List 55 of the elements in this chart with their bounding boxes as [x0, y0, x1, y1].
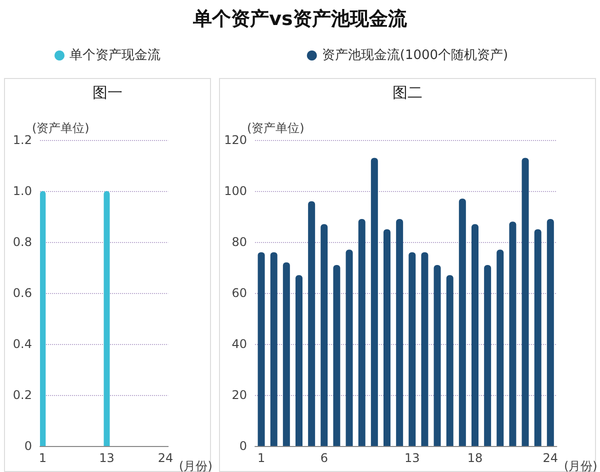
bar [408, 252, 416, 446]
bar [421, 252, 428, 446]
y-tick-label: 80 [232, 235, 247, 249]
y-tick-label: 0.2 [12, 388, 32, 402]
bar [458, 198, 466, 446]
chart-title: 图二 [392, 84, 422, 102]
x-axis-title: (月份) [179, 459, 212, 472]
bar [333, 264, 340, 446]
legend-label: 资产池现金流(1000个随机资产) [322, 47, 508, 63]
bar [534, 229, 542, 446]
bar [484, 264, 492, 446]
x-tick-label: 18 [467, 451, 483, 465]
y-axis-title: (资产单位) [32, 121, 90, 136]
y-tick-label: 20 [232, 388, 247, 402]
chart-title: 图一 [92, 84, 122, 102]
legend-label: 单个资产现金流 [70, 47, 160, 63]
y-tick-label: 40 [232, 337, 247, 351]
bar [396, 219, 404, 446]
x-tick-label: 24 [158, 451, 174, 465]
bar [320, 224, 328, 446]
x-tick-label: 1 [257, 451, 266, 465]
x-axis-title: (月份) [564, 459, 598, 472]
bar [296, 275, 302, 446]
bar [383, 229, 390, 446]
y-tick-label: 0.4 [12, 337, 32, 351]
bar [522, 158, 529, 446]
bar [308, 201, 316, 446]
y-tick-label: 0.8 [12, 235, 32, 249]
y-tick-label: 0 [24, 439, 32, 453]
x-tick-label: 1 [38, 451, 46, 465]
y-tick-label: 120 [224, 133, 247, 147]
bar [546, 219, 554, 446]
bar [282, 262, 290, 446]
y-tick-label: 60 [232, 286, 247, 300]
bar [509, 222, 516, 446]
bar [346, 250, 353, 446]
bar [358, 219, 366, 446]
text: 单个资产vs资产池现金流 [192, 7, 408, 32]
y-tick-label: 100 [224, 184, 247, 198]
x-tick-label: 6 [320, 451, 328, 465]
bar [370, 158, 378, 446]
y-tick-label: 0.6 [12, 286, 32, 300]
bar [258, 252, 265, 446]
bar [471, 224, 478, 446]
bar [496, 250, 504, 446]
x-tick-label: 13 [404, 451, 420, 465]
x-tick-label: 13 [99, 451, 114, 465]
x-tick-label: 24 [542, 451, 558, 465]
y-tick-label: 0 [239, 439, 247, 453]
y-tick-label: 1.0 [12, 184, 32, 198]
y-tick-label: 1.2 [12, 133, 32, 147]
bar [270, 252, 278, 446]
bar [446, 275, 454, 446]
bar [434, 264, 441, 446]
y-axis-title: (资产单位) [247, 121, 304, 136]
